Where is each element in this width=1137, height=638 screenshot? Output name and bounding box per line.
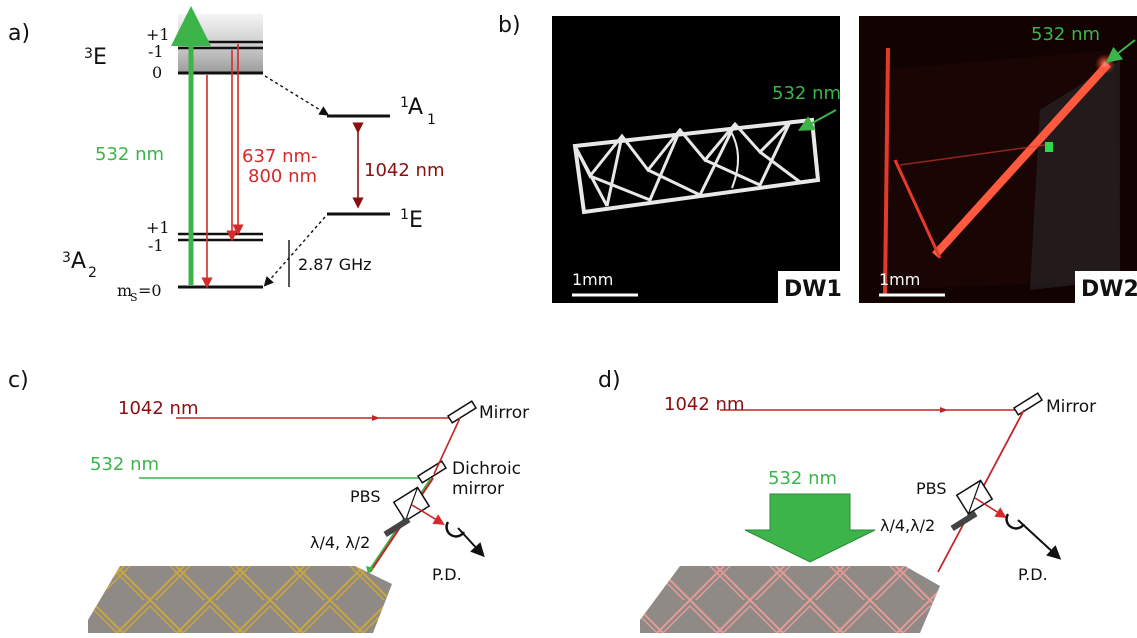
dw1-tag-box xyxy=(778,271,840,303)
ir-transition-label: 1042 nm xyxy=(364,160,444,181)
mirror-label-c: Mirror xyxy=(479,403,529,423)
state-3a2-sub: 2 xyxy=(88,265,97,281)
ir-label-d: 1042 nm xyxy=(664,394,744,415)
ir-beam-c-arrowhead xyxy=(372,415,380,421)
photodetector-c xyxy=(445,521,485,558)
panel-label-d: d) xyxy=(598,368,621,393)
ms-sub: S xyxy=(130,291,138,304)
panel-b: b) 532 nm 1mm DW1 xyxy=(498,13,1137,303)
dw1-tag: DW1 xyxy=(784,277,842,302)
level-3a2-plus1-label: +1 xyxy=(146,218,170,237)
photodetector-d xyxy=(1005,513,1062,560)
state-3e-label: E xyxy=(93,45,107,70)
zfs-label: 2.87 GHz xyxy=(298,255,372,274)
dw2-laser-label: 532 nm xyxy=(1031,24,1100,45)
pbs-d xyxy=(955,479,994,515)
isc-arrow-lower xyxy=(263,216,326,287)
state-1a1-sub: 1 xyxy=(427,112,436,128)
panel-label-a: a) xyxy=(8,21,30,46)
waveplate-d xyxy=(950,511,978,531)
dichroic-mirror-c xyxy=(416,460,448,484)
panel-label-b: b) xyxy=(498,13,521,38)
dw2-scale-label: 1mm xyxy=(879,270,920,289)
dw2-tag: DW2 xyxy=(1081,277,1137,302)
waveplate-label-c: λ/4, λ/2 xyxy=(310,533,370,552)
level-3a2-minus1-label: -1 xyxy=(148,236,164,255)
dichroic-label-c-2: mirror xyxy=(452,479,504,499)
level-3e-zero-label: 0 xyxy=(152,63,162,82)
dichroic-label-c-1: Dichroic xyxy=(452,459,521,479)
combined-beam-c-arrowhead xyxy=(366,566,374,574)
dw1-laser-label: 532 nm xyxy=(772,83,841,104)
pd-beam-c xyxy=(411,504,445,525)
panel-a: a) 3 E +1 -1 0 3 A 2 +1 -1 m S =0 532 nm… xyxy=(8,6,444,304)
ir-label-c: 1042 nm xyxy=(118,398,198,419)
micrograph-dw1: 532 nm 1mm DW1 xyxy=(552,16,842,303)
pbs-label-d: PBS xyxy=(916,479,947,498)
pd-label-d: P.D. xyxy=(1018,565,1048,584)
green-label-c: 532 nm xyxy=(90,454,159,475)
dw2-laser-arrow xyxy=(1105,39,1136,63)
state-1e-label: E xyxy=(409,208,423,233)
isc-arrow-upper xyxy=(264,75,330,116)
waveplate-c xyxy=(383,517,411,537)
sample-d xyxy=(640,566,940,633)
dw2-beam-path xyxy=(883,47,1111,296)
state-1e-sup: 1 xyxy=(400,207,409,223)
fluorescence-label-1: 637 nm- xyxy=(242,146,318,167)
dw2-tag-box xyxy=(1075,271,1137,303)
mirror-label-d: Mirror xyxy=(1046,397,1096,417)
pd-label-c: P.D. xyxy=(432,565,462,584)
state-3e-sup: 3 xyxy=(84,46,93,62)
green-flood-arrow xyxy=(744,493,876,563)
level-3e-plus1-label: +1 xyxy=(146,25,170,44)
pbs-label-c: PBS xyxy=(350,487,381,506)
pump-label: 532 nm xyxy=(95,144,164,165)
pd-beam-d xyxy=(974,497,1007,518)
state-1a1-label: A xyxy=(408,95,423,120)
dw1-laser-arrow xyxy=(797,109,837,131)
dw1-scale-label: 1mm xyxy=(572,270,613,289)
micrograph-dw2: 532 nm 1mm DW2 xyxy=(859,16,1137,303)
panel-d: d) 1042 nm Mirror PBS λ/4,λ/2 P.D. xyxy=(598,368,1096,633)
state-3a2-sup: 3 xyxy=(62,250,71,266)
panel-label-c: c) xyxy=(8,368,29,393)
state-1a1-sup: 1 xyxy=(400,95,409,111)
state-3a2-label: A xyxy=(71,249,86,274)
fluorescence-label-2: 800 nm xyxy=(248,166,317,187)
ir-beam-c-down xyxy=(433,417,461,475)
panel-c: c) 1042 nm 532 nm Mirror Dichroic mirror xyxy=(8,368,529,633)
pbs-c xyxy=(392,486,431,522)
sample-c xyxy=(88,566,392,633)
mirror-d xyxy=(1012,392,1044,416)
green-label-d: 532 nm xyxy=(768,468,837,489)
dw2-green-spot xyxy=(1045,142,1053,152)
ms-value: =0 xyxy=(138,281,162,300)
ir-beam-d-arrowhead xyxy=(940,407,948,413)
level-3e-minus1-label: -1 xyxy=(148,42,164,61)
dw1-waveguide-pattern xyxy=(572,117,821,215)
ms-label: m xyxy=(117,281,132,300)
dw2-shadow xyxy=(1030,60,1120,290)
waveplate-label-d: λ/4,λ/2 xyxy=(880,516,935,535)
mirror-c xyxy=(446,400,478,424)
